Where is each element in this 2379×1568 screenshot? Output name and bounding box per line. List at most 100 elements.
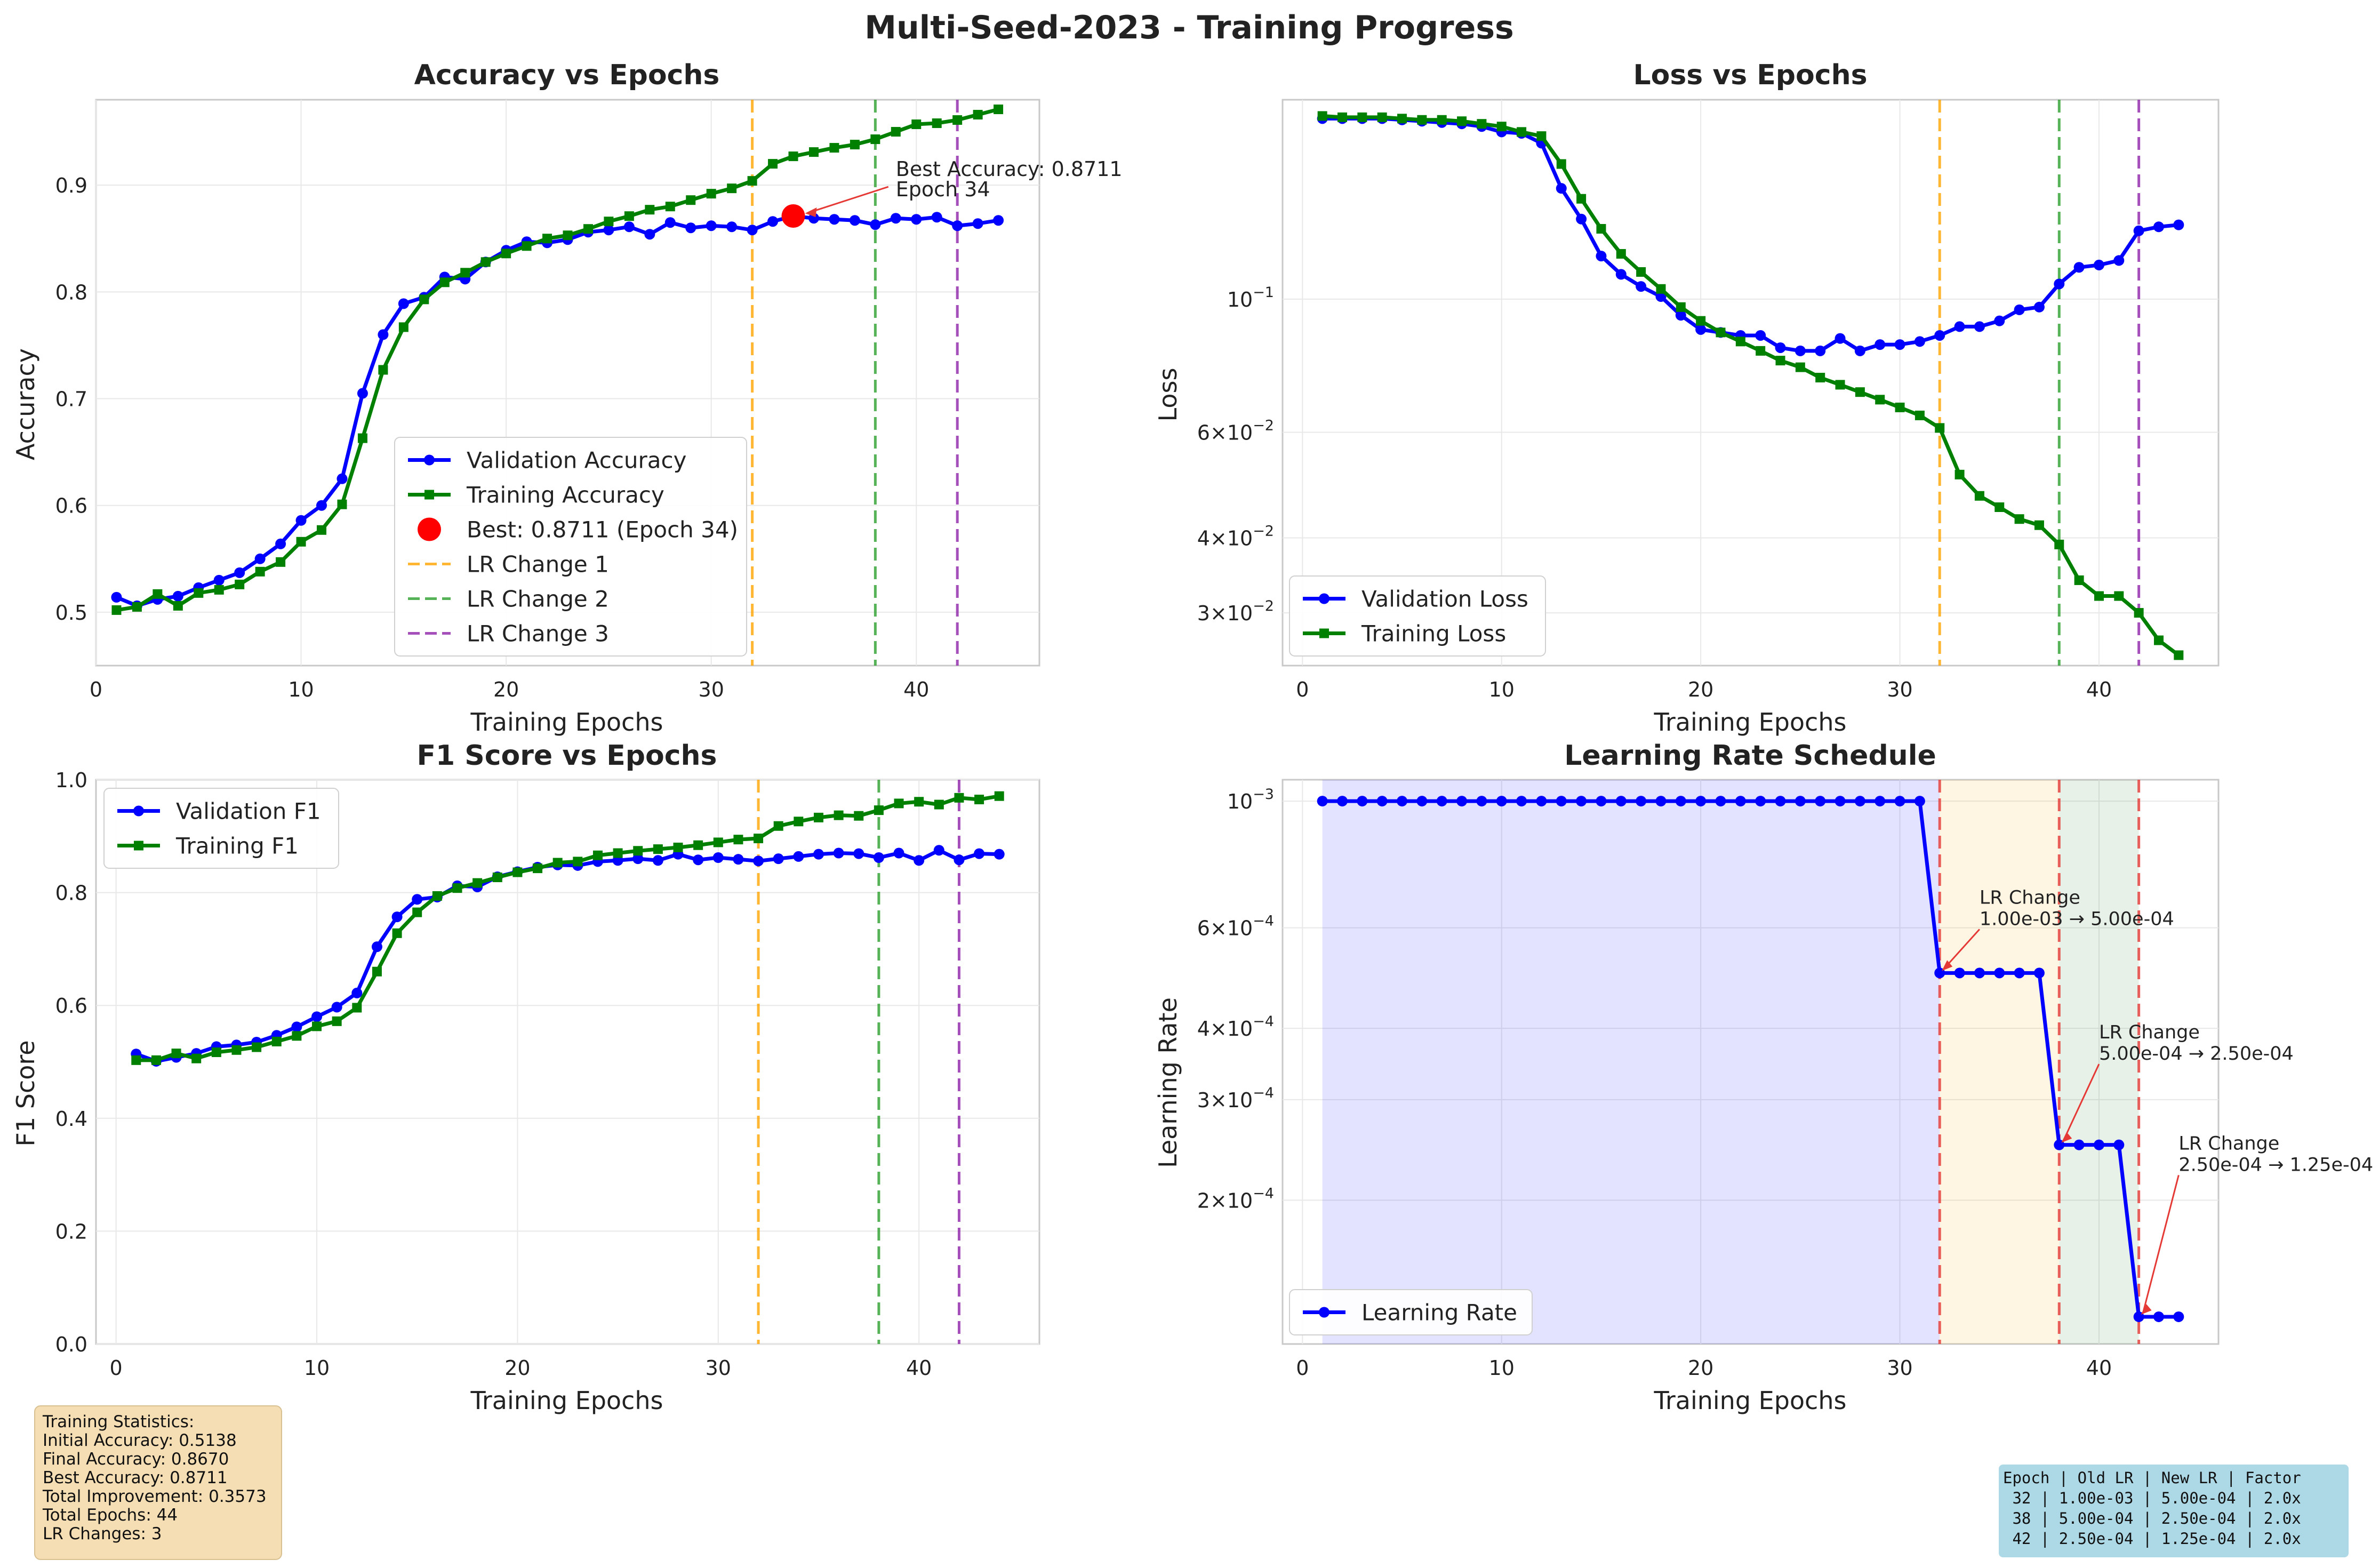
data-point	[934, 799, 944, 810]
data-point	[829, 143, 839, 153]
data-point	[1974, 967, 1985, 979]
legend-marker	[424, 490, 434, 500]
y-tick-label: 0.6	[55, 494, 87, 518]
data-point	[833, 847, 844, 859]
data-point	[501, 249, 511, 259]
annotation-arrow	[808, 186, 889, 214]
y-tick-label: 3×10−4	[1197, 1085, 1274, 1112]
x-tick-label: 20	[1688, 1356, 1713, 1380]
tick-base: 10	[1227, 1189, 1253, 1212]
data-point	[747, 176, 757, 186]
legend-marker	[1319, 628, 1329, 638]
x-tick-label: 40	[903, 678, 929, 701]
plot-layer: 0 10 20 30 40 0.0 0.2 0.4 0.6 0.8 1.0 Validation F1…	[55, 769, 1040, 1380]
data-point	[391, 911, 403, 923]
data-point	[603, 225, 614, 236]
data-point	[1835, 796, 1846, 807]
legend-box	[1289, 1289, 1533, 1335]
chart-title: Learning Rate Schedule	[1564, 740, 1936, 772]
y-tick-label: 0.8	[55, 882, 87, 905]
data-point	[1636, 267, 1646, 277]
data-point	[664, 217, 676, 228]
data-point	[533, 863, 543, 874]
chart-title: F1 Score vs Epochs	[416, 740, 717, 772]
legend-label: Training Loss	[1361, 621, 1506, 647]
data-point	[1755, 796, 1766, 807]
y-tick-label: 0.7	[55, 388, 87, 411]
data-point	[1556, 796, 1567, 807]
data-point	[1914, 336, 1925, 347]
data-point	[1716, 327, 1726, 338]
data-point	[1655, 291, 1667, 302]
legend-marker	[1319, 593, 1329, 604]
plot-area	[1281, 779, 2220, 1345]
best-annotation-line: Epoch 34	[896, 178, 990, 201]
data-point	[768, 159, 778, 169]
data-point	[673, 842, 683, 852]
legend-label: Training F1	[175, 833, 299, 859]
y-tick-label: 0.2	[55, 1220, 87, 1243]
data-point	[706, 189, 716, 199]
learning-rate-chart: 0 10 20 30 402×10−43×10−44×10−46×10−410−3LR …	[1154, 740, 2373, 1415]
y-tick-label: 4×10−2	[1197, 523, 1274, 550]
data-point	[613, 848, 623, 858]
data-point	[255, 566, 265, 577]
data-point	[706, 220, 717, 231]
lr-annotation-line: 2.50e-04 → 1.25e-04	[2178, 1154, 2373, 1175]
data-point	[2174, 650, 2184, 660]
data-point	[1456, 796, 1468, 807]
data-point	[1735, 337, 1745, 347]
data-point	[1954, 321, 1965, 332]
data-point	[452, 883, 462, 893]
data-point	[1695, 796, 1707, 807]
data-point	[1755, 330, 1766, 341]
x-tick-label: 0	[1296, 678, 1309, 701]
data-point	[850, 140, 860, 150]
data-point	[2034, 520, 2044, 530]
data-point	[954, 854, 965, 866]
data-point	[993, 215, 1004, 226]
data-point	[1576, 194, 1587, 204]
stats-line: Total Improvement: 0.3573	[43, 1487, 267, 1506]
annotation-arrow	[2062, 1063, 2100, 1141]
data-point	[632, 853, 644, 865]
data-point	[2173, 219, 2184, 230]
data-point	[1476, 796, 1487, 807]
annotation-arrow	[1943, 929, 1981, 970]
data-point	[808, 147, 819, 157]
data-point	[633, 846, 643, 856]
data-point	[1775, 796, 1786, 807]
legend-label: Learning Rate	[1361, 1300, 1517, 1326]
data-point	[854, 811, 864, 821]
data-point	[952, 115, 963, 125]
data-point	[2014, 304, 2025, 315]
data-point	[542, 234, 552, 244]
lr-table-header: Epoch | Old LR | New LR | Factor	[2003, 1469, 2301, 1487]
data-point	[1875, 395, 1885, 405]
data-point	[994, 849, 1005, 860]
data-point	[2054, 539, 2064, 549]
data-point	[552, 858, 563, 868]
data-point	[653, 844, 663, 854]
data-point	[1815, 373, 1825, 383]
data-point	[317, 525, 327, 535]
data-point	[1357, 796, 1368, 807]
data-point	[573, 857, 583, 867]
data-point	[337, 473, 348, 484]
loss-chart: 0 10 20 30 403×10−24×10−26×10−210−1Validatio…	[1154, 59, 2220, 737]
y-tick-label: 0.8	[55, 281, 87, 304]
data-point	[1894, 339, 1905, 350]
data-point	[624, 211, 634, 221]
y-tick-label: 10−1	[1227, 284, 1274, 311]
data-point	[1437, 115, 1447, 125]
data-point	[1855, 387, 1865, 397]
y-tick-label: 1.0	[55, 769, 87, 792]
data-point	[2014, 514, 2024, 524]
x-tick-label: 0	[110, 1356, 123, 1380]
data-point	[351, 987, 363, 998]
x-tick-label: 0	[90, 678, 102, 701]
tick-times: ×	[1210, 1089, 1227, 1112]
tick-mantissa: 3	[1197, 602, 1210, 625]
data-point	[754, 834, 764, 844]
data-point	[172, 590, 183, 602]
